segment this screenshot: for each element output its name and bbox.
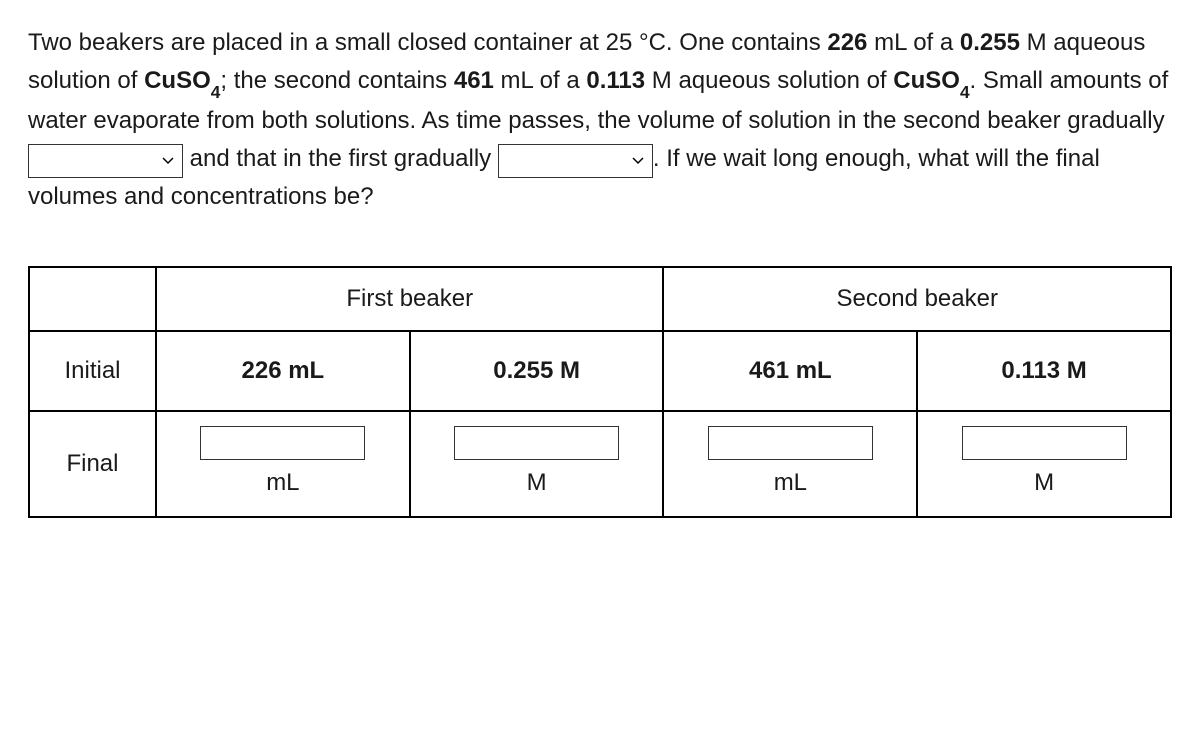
final-b1-volume-input[interactable] <box>200 426 365 460</box>
final-b2-volume-input[interactable] <box>708 426 873 460</box>
question-paragraph: Two beakers are placed in a small closed… <box>28 24 1172 216</box>
final-b1-conc-input[interactable] <box>454 426 619 460</box>
unit-m: M <box>924 464 1164 502</box>
formula-2: CuSO4 <box>893 67 969 94</box>
text: ; the second contains <box>220 67 453 94</box>
text: mL of a <box>494 67 586 94</box>
initial-b2-conc: 0.113 M <box>917 331 1171 411</box>
second-beaker-header: Second beaker <box>663 267 1171 331</box>
final-b2-conc-cell: M <box>917 411 1171 517</box>
unit-m: M <box>417 464 657 502</box>
second-beaker-direction-select[interactable] <box>28 144 183 178</box>
value-2: 0.255 <box>960 29 1020 56</box>
value-1: 226 <box>827 29 867 56</box>
final-row: Final mL M mL M <box>29 411 1171 517</box>
initial-row-label: Initial <box>29 331 156 411</box>
table-header-row: First beaker Second beaker <box>29 267 1171 331</box>
value-3: 461 <box>454 67 494 94</box>
final-row-label: Final <box>29 411 156 517</box>
first-beaker-direction-select[interactable] <box>498 144 653 178</box>
initial-row: Initial 226 mL 0.255 M 461 mL 0.113 M <box>29 331 1171 411</box>
initial-b1-volume: 226 mL <box>156 331 410 411</box>
final-b1-volume-cell: mL <box>156 411 410 517</box>
text: M aqueous solution of <box>645 67 893 94</box>
results-table: First beaker Second beaker Initial 226 m… <box>28 266 1172 518</box>
first-beaker-header: First beaker <box>156 267 664 331</box>
final-b2-volume-cell: mL <box>663 411 917 517</box>
value-4: 0.113 <box>586 67 645 94</box>
final-b2-conc-input[interactable] <box>962 426 1127 460</box>
initial-b1-conc: 0.255 M <box>410 331 664 411</box>
initial-b2-volume: 461 mL <box>663 331 917 411</box>
text: Two beakers are placed in a small closed… <box>28 29 827 56</box>
blank-header-cell <box>29 267 156 331</box>
text: and that in the first gradually <box>190 145 498 172</box>
unit-ml: mL <box>670 464 910 502</box>
unit-ml: mL <box>163 464 403 502</box>
formula-1: CuSO4 <box>144 67 220 94</box>
final-b1-conc-cell: M <box>410 411 664 517</box>
text: mL of a <box>867 29 959 56</box>
